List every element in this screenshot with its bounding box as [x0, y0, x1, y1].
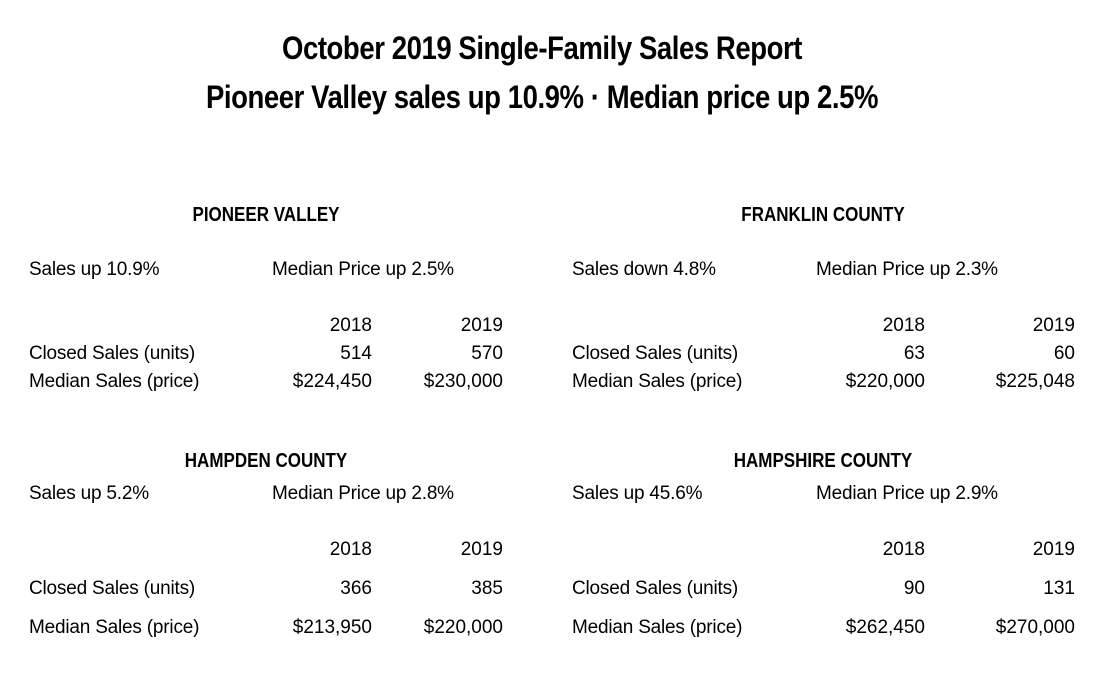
sales-change: Sales up 10.9% — [29, 259, 160, 280]
region-panel-hampshire-county: HAMPSHIRE COUNTY Sales up 45.6% Median P… — [550, 451, 1080, 651]
region-panel-hampden-county: HAMPDEN COUNTY Sales up 5.2% Median Pric… — [0, 451, 530, 651]
region-panel-pioneer-valley: PIONEER VALLEY Sales up 10.9% Median Pri… — [0, 205, 530, 405]
row-label-closed-sales: Closed Sales (units) — [572, 343, 739, 364]
column-header-2018: 2018 — [882, 539, 925, 560]
region-heading: FRANKLIN COUNTY — [741, 204, 905, 226]
closed-sales-2018: 366 — [340, 578, 372, 599]
region-heading: HAMPDEN COUNTY — [184, 450, 348, 472]
closed-sales-2018: 63 — [903, 343, 925, 364]
column-header-2018: 2018 — [329, 539, 372, 560]
row-label-median-sales: Median Sales (price) — [29, 371, 200, 392]
report-subtitle: Pioneer Valley sales up 10.9% · Median p… — [205, 79, 879, 115]
closed-sales-2019: 131 — [1043, 578, 1075, 599]
sales-change: Sales up 5.2% — [29, 483, 149, 504]
price-change: Median Price up 2.8% — [272, 483, 454, 504]
row-label-closed-sales: Closed Sales (units) — [572, 578, 739, 599]
median-price-2019: $220,000 — [423, 617, 503, 638]
column-header-2018: 2018 — [329, 315, 372, 336]
column-header-2019: 2019 — [1032, 539, 1075, 560]
row-label-median-sales: Median Sales (price) — [29, 617, 200, 638]
closed-sales-2018: 90 — [903, 578, 925, 599]
sales-change: Sales up 45.6% — [572, 483, 703, 504]
closed-sales-2018: 514 — [340, 343, 372, 364]
column-header-2019: 2019 — [460, 315, 503, 336]
column-header-2019: 2019 — [1032, 315, 1075, 336]
median-price-2018: $262,450 — [845, 617, 925, 638]
closed-sales-2019: 570 — [471, 343, 503, 364]
price-change: Median Price up 2.5% — [272, 259, 454, 280]
median-price-2019: $270,000 — [995, 617, 1075, 638]
closed-sales-2019: 60 — [1053, 343, 1075, 364]
region-heading: HAMPSHIRE COUNTY — [733, 450, 913, 472]
row-label-closed-sales: Closed Sales (units) — [29, 578, 196, 599]
price-change: Median Price up 2.9% — [816, 483, 998, 504]
row-label-median-sales: Median Sales (price) — [572, 371, 743, 392]
median-price-2018: $213,950 — [292, 617, 372, 638]
median-price-2019: $230,000 — [423, 371, 503, 392]
price-change: Median Price up 2.3% — [816, 259, 998, 280]
row-label-median-sales: Median Sales (price) — [572, 617, 743, 638]
closed-sales-2019: 385 — [471, 578, 503, 599]
report-title: October 2019 Single-Family Sales Report — [281, 30, 803, 66]
median-price-2019: $225,048 — [995, 371, 1075, 392]
row-label-closed-sales: Closed Sales (units) — [29, 343, 196, 364]
median-price-2018: $224,450 — [292, 371, 372, 392]
sales-change: Sales down 4.8% — [572, 259, 716, 280]
column-header-2019: 2019 — [460, 539, 503, 560]
median-price-2018: $220,000 — [845, 371, 925, 392]
region-heading: PIONEER VALLEY — [192, 204, 340, 226]
column-header-2018: 2018 — [882, 315, 925, 336]
region-panel-franklin-county: FRANKLIN COUNTY Sales down 4.8% Median P… — [550, 205, 1080, 405]
